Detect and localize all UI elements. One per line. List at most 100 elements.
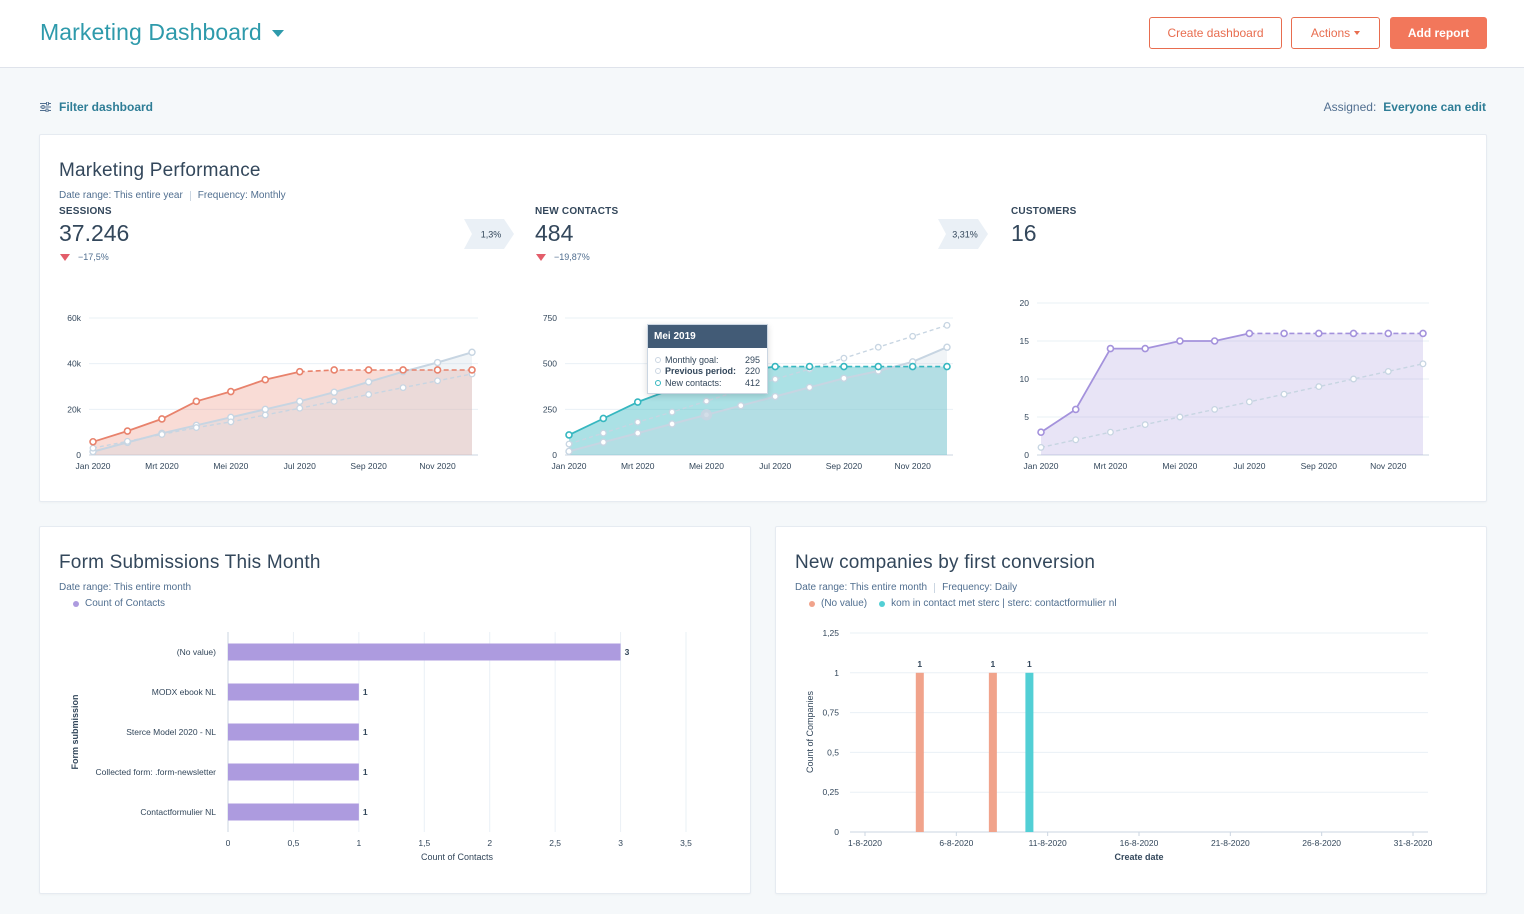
dashboard-selector[interactable]: Marketing Dashboard bbox=[40, 19, 284, 46]
legend-dot bbox=[879, 600, 886, 607]
series-point bbox=[771, 362, 779, 371]
series-point bbox=[1141, 344, 1149, 353]
kpi-sessions-delta: −17,5% bbox=[60, 252, 109, 262]
goal-point bbox=[158, 431, 166, 438]
y-tick-label: 5 bbox=[1024, 412, 1029, 422]
goal-point bbox=[668, 408, 676, 416]
series-point bbox=[1037, 428, 1045, 437]
kpi-customers-label: CUSTOMERS bbox=[1011, 206, 1077, 217]
goal-point bbox=[1350, 375, 1357, 383]
goal-point bbox=[1107, 428, 1114, 436]
card-title: New companies by first conversion bbox=[795, 552, 1096, 573]
series-point bbox=[1245, 329, 1254, 338]
y-axis-title: Count of Companies bbox=[805, 690, 815, 773]
tooltip-value: 220 bbox=[744, 366, 760, 377]
report-meta: Date range: This entire month bbox=[59, 582, 191, 593]
goal-point bbox=[1419, 360, 1427, 368]
y-tick-label: 60k bbox=[67, 313, 81, 323]
goal-point bbox=[192, 424, 200, 432]
previous-period-point bbox=[364, 378, 373, 386]
series-area bbox=[93, 370, 472, 455]
series-point bbox=[192, 397, 201, 406]
goal-point bbox=[1280, 390, 1288, 398]
goal-point bbox=[330, 397, 338, 405]
x-tick-label: 3,5 bbox=[680, 838, 692, 848]
bar bbox=[988, 672, 997, 832]
goal-point bbox=[1176, 413, 1184, 421]
meta-divider bbox=[934, 582, 936, 593]
bar-value-label: 1 bbox=[917, 659, 922, 669]
horizontal-bar-chart: 0 0,5 1 1,5 2 2,5 3 3,5 (No value) 3 MODX ebook NL… bbox=[70, 632, 692, 862]
vertical-bar-chart: 0 0,25 0,5 0,75 1 1,25 1-8-2020 6-8-2020 11-8-20… bbox=[805, 628, 1433, 862]
y-tick-label: 15 bbox=[1020, 336, 1030, 346]
previous-period-line bbox=[92, 351, 473, 453]
goal-point bbox=[703, 397, 710, 405]
x-tick-label: 6-8-2020 bbox=[939, 838, 973, 848]
y-tick-label: 0 bbox=[76, 450, 81, 460]
actions-button[interactable]: Actions bbox=[1291, 17, 1380, 49]
goal-point bbox=[1211, 405, 1219, 413]
actions-label: Actions bbox=[1310, 26, 1351, 40]
category-label: MODX ebook NL bbox=[152, 687, 217, 697]
x-tick-label: Mrt 2020 bbox=[1094, 461, 1128, 471]
caret-down-icon bbox=[1354, 31, 1361, 35]
card-title: Marketing Performance bbox=[59, 160, 261, 181]
assigned-permission-link[interactable]: Everyone can edit bbox=[1383, 100, 1486, 114]
goal-point bbox=[771, 375, 779, 383]
goal-point bbox=[434, 377, 441, 385]
x-tick-label: Jan 2020 bbox=[552, 461, 587, 471]
category-label: Contactformulier NL bbox=[140, 807, 216, 817]
x-tick-label: Sep 2020 bbox=[826, 461, 863, 471]
x-tick-label: 26-8-2020 bbox=[1302, 838, 1341, 848]
y-tick-label: 10 bbox=[1020, 374, 1030, 384]
x-axis-title: Count of Contacts bbox=[421, 852, 494, 862]
x-tick-label: Sep 2020 bbox=[350, 461, 387, 471]
chevron-down-icon bbox=[271, 30, 284, 37]
previous-period-area bbox=[93, 352, 472, 455]
create-dashboard-button[interactable]: Create dashboard bbox=[1149, 17, 1282, 49]
frequency: Frequency: Monthly bbox=[197, 190, 286, 201]
kpi-sessions-value: 37.246 bbox=[59, 220, 130, 246]
report-meta: Date range: This entire year Frequency: … bbox=[59, 190, 286, 201]
add-report-button[interactable]: Add report bbox=[1390, 17, 1487, 49]
filter-dashboard-link[interactable]: Filter dashboard bbox=[40, 100, 153, 114]
bar-value-label: 1 bbox=[1027, 659, 1032, 669]
series-area bbox=[569, 366, 947, 455]
y-tick-label: 500 bbox=[543, 359, 557, 369]
legend-label: (No value) bbox=[821, 598, 868, 609]
kpi-customers-value: 16 bbox=[1011, 220, 1037, 246]
goal-point bbox=[599, 429, 607, 437]
assigned-info: Assigned: Everyone can edit bbox=[1324, 100, 1486, 114]
series-point bbox=[1106, 344, 1115, 353]
x-tick-label: Nov 2020 bbox=[1370, 461, 1407, 471]
category-label: (No value) bbox=[177, 647, 216, 657]
y-tick-label: 0,25 bbox=[822, 787, 839, 797]
date-range: Date range: This entire month bbox=[59, 582, 192, 593]
series-point bbox=[123, 427, 132, 435]
previous-period-point bbox=[468, 348, 476, 356]
x-tick-label: 0 bbox=[226, 838, 231, 848]
series-point bbox=[874, 362, 883, 371]
series-point bbox=[633, 398, 642, 406]
series-point bbox=[1315, 329, 1323, 338]
y-tick-label: 0,75 bbox=[822, 708, 839, 718]
bar-value-label: 1 bbox=[990, 659, 995, 669]
legend-label: kom in contact met sterc | sterc: contac… bbox=[891, 598, 1117, 609]
goal-line bbox=[1040, 363, 1424, 449]
conversion-rate-sessions-contacts: 1,3% bbox=[464, 219, 514, 249]
bar-value-label: 1 bbox=[363, 727, 368, 737]
series-point bbox=[227, 387, 235, 396]
series-point bbox=[908, 362, 917, 371]
x-tick-label: Nov 2020 bbox=[894, 461, 931, 471]
tooltip-value: 412 bbox=[744, 377, 760, 388]
chart-tooltip: Mei 2019 Monthly goal: 295 Previous peri… bbox=[647, 324, 768, 394]
bar bbox=[228, 723, 359, 741]
bar bbox=[1025, 672, 1034, 832]
tooltip-value: 295 bbox=[744, 354, 760, 365]
conversion-rate-text: 1,3% bbox=[481, 230, 502, 240]
kpi-contacts-label: NEW CONTACTS bbox=[535, 206, 619, 217]
bar bbox=[228, 643, 621, 661]
trend-down-icon bbox=[60, 253, 70, 261]
x-tick-label: Jan 2020 bbox=[1024, 461, 1059, 471]
